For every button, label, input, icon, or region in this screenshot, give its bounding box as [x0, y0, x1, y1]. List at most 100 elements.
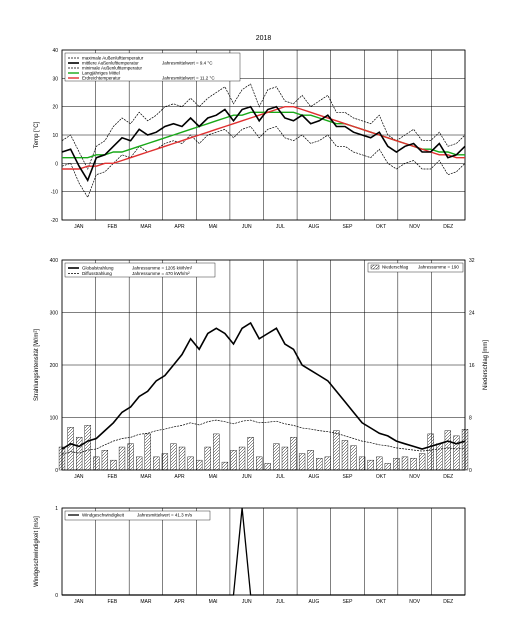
chart-temperature: -20-10010203040JANFEBMARAPRMAIJUNJULAUGS… — [34, 48, 465, 230]
precip-bar — [128, 444, 134, 470]
precip-bar — [59, 447, 65, 470]
chart-radiation-precip: 010020030040008162432JANFEBMARAPRMAIJUNJ… — [34, 258, 489, 480]
precip-bar — [162, 454, 168, 470]
svg-text:400: 400 — [50, 258, 59, 264]
svg-text:NOV: NOV — [409, 474, 421, 480]
svg-text:Jahressumme = 470 kWh/m²: Jahressumme = 470 kWh/m² — [132, 271, 190, 276]
precip-bar — [68, 427, 74, 470]
svg-text:DEZ: DEZ — [443, 599, 453, 605]
precip-bar — [291, 437, 297, 470]
svg-text:JAN: JAN — [74, 474, 84, 480]
svg-text:FEB: FEB — [108, 224, 118, 230]
precip-bar — [428, 434, 434, 470]
precip-bar — [145, 434, 151, 470]
precip-bar — [119, 447, 125, 470]
svg-text:Diffusstrahlung: Diffusstrahlung — [82, 271, 112, 276]
svg-text:-10: -10 — [51, 190, 58, 196]
svg-text:FEB: FEB — [108, 474, 118, 480]
precip-bar — [368, 460, 374, 470]
svg-text:20: 20 — [52, 105, 58, 111]
svg-text:Jahressumme = 190: Jahressumme = 190 — [418, 265, 459, 270]
charts-svg: 2018-20-10010203040JANFEBMARAPRMAIJUNJUL… — [0, 0, 507, 640]
svg-text:JUL: JUL — [276, 224, 285, 230]
svg-text:Jahresmittelwert = 11.2 °C: Jahresmittelwert = 11.2 °C — [162, 76, 215, 81]
precip-bar — [308, 450, 314, 470]
svg-text:Jahressumme = 1205 kWh/m²: Jahressumme = 1205 kWh/m² — [132, 266, 193, 271]
svg-text:30: 30 — [52, 76, 58, 82]
svg-text:JAN: JAN — [74, 599, 84, 605]
svg-text:SEP: SEP — [342, 224, 353, 230]
precip-bar — [111, 460, 117, 470]
page: 2018-20-10010203040JANFEBMARAPRMAIJUNJUL… — [0, 0, 507, 640]
svg-text:Globalstrahlung: Globalstrahlung — [82, 266, 114, 271]
svg-text:JUL: JUL — [276, 474, 285, 480]
precip-bar — [325, 457, 331, 470]
precip-bar — [299, 454, 305, 470]
chart-wind: 01JANFEBMARAPRMAIJUNJULAUGSEPOKTNOVDEZWi… — [34, 506, 465, 605]
precip-bar — [213, 434, 219, 470]
precip-bar — [265, 463, 271, 470]
precip-bar — [248, 437, 254, 470]
svg-text:APR: APR — [174, 224, 185, 230]
svg-text:Jahresmittelwert = 41.3 m/s: Jahresmittelwert = 41.3 m/s — [137, 513, 193, 518]
precip-bar — [231, 450, 237, 470]
svg-text:300: 300 — [50, 311, 59, 317]
precip-bar — [316, 458, 322, 470]
precip-bar — [376, 457, 382, 470]
precip-bar — [411, 458, 417, 470]
svg-text:SEP: SEP — [342, 599, 353, 605]
precip-bar — [76, 437, 82, 470]
svg-text:FEB: FEB — [108, 599, 118, 605]
svg-text:MAR: MAR — [140, 599, 152, 605]
svg-text:0: 0 — [55, 161, 58, 167]
svg-text:100: 100 — [50, 416, 59, 422]
precip-bar — [359, 457, 365, 470]
precip-bar — [333, 431, 339, 470]
svg-text:APR: APR — [174, 474, 185, 480]
svg-text:0: 0 — [55, 468, 58, 474]
precip-bar — [351, 446, 357, 470]
precip-bar — [445, 431, 451, 470]
svg-text:8: 8 — [469, 416, 472, 422]
svg-text:JUN: JUN — [242, 474, 252, 480]
precip-bar — [136, 457, 142, 470]
precip-bar — [436, 444, 442, 470]
svg-text:Temp [°C]: Temp [°C] — [34, 121, 40, 148]
svg-text:Niederschlag: Niederschlag — [382, 265, 409, 270]
svg-text:Windgeschwindigkeit [m/s]: Windgeschwindigkeit [m/s] — [34, 516, 40, 587]
svg-text:AUG: AUG — [308, 224, 319, 230]
precip-bar — [102, 450, 108, 470]
svg-text:AUG: AUG — [308, 474, 319, 480]
precip-bar — [196, 460, 202, 470]
precip-bar — [239, 447, 245, 470]
precip-bar — [393, 458, 399, 470]
svg-text:JUN: JUN — [242, 224, 252, 230]
svg-text:16: 16 — [469, 363, 475, 369]
svg-text:Jahresmittelwert = 9.4 °C: Jahresmittelwert = 9.4 °C — [162, 61, 213, 66]
precip-bar — [402, 457, 408, 470]
svg-text:MAR: MAR — [140, 224, 152, 230]
svg-text:1: 1 — [55, 506, 58, 512]
page-title: 2018 — [256, 35, 272, 42]
svg-text:AUG: AUG — [308, 599, 319, 605]
svg-text:40: 40 — [52, 48, 58, 54]
precip-bar — [222, 462, 228, 470]
precip-bar — [453, 436, 459, 470]
svg-text:0: 0 — [469, 468, 472, 474]
svg-text:MAI: MAI — [209, 224, 218, 230]
svg-text:JUN: JUN — [242, 599, 252, 605]
precip-bar — [282, 447, 288, 470]
svg-text:DEZ: DEZ — [443, 474, 453, 480]
precip-bar — [179, 447, 185, 470]
precip-bar — [188, 457, 194, 470]
svg-text:32: 32 — [469, 258, 475, 264]
svg-text:OKT: OKT — [376, 599, 386, 605]
svg-text:JAN: JAN — [74, 224, 84, 230]
precip-bar — [85, 425, 91, 470]
precip-bar — [342, 440, 348, 470]
svg-text:24: 24 — [469, 311, 475, 317]
svg-text:JUL: JUL — [276, 599, 285, 605]
svg-text:DEZ: DEZ — [443, 224, 453, 230]
svg-text:Windgeschwindigkeit: Windgeschwindigkeit — [82, 513, 125, 518]
svg-text:Erdreichtemperatur: Erdreichtemperatur — [82, 76, 121, 81]
